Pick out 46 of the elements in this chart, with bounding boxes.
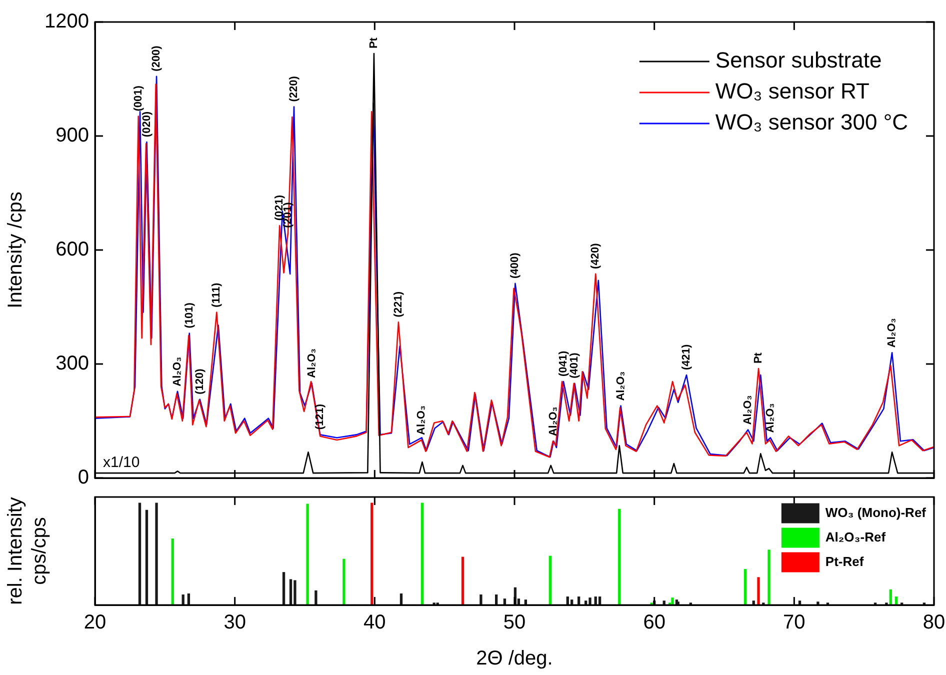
legend-label: WO₃ (Mono)-Ref [825, 504, 927, 520]
annotation: Pt [752, 352, 765, 364]
x-tick-label: 30 [224, 612, 246, 634]
legend-label: WO₃ sensor RT [715, 78, 870, 104]
annotation: (220) [288, 76, 300, 102]
annotation: Al₂O₃ [416, 405, 428, 435]
annotation: (111) [210, 282, 223, 308]
annotation: (420) [590, 242, 602, 269]
annotation: Al₂O₃ [764, 403, 776, 433]
annotation: Al₂O₃ [742, 395, 754, 425]
legend-label: Al₂O₃-Ref [825, 529, 886, 544]
annotation: (120) [194, 368, 206, 394]
annotation: (101) [183, 302, 196, 328]
x-tick-label: 80 [922, 612, 946, 634]
annotation: Al₂O₃ [306, 348, 318, 378]
annotation: x1/10 [103, 454, 140, 472]
annotation: (001) [132, 85, 144, 112]
y-axis-title: Intensity /cps [4, 192, 27, 308]
annotation: Al₂O₃ [886, 318, 898, 348]
y-tick-label: 900 [56, 124, 89, 147]
annotation: Al₂O₃ [614, 371, 627, 401]
y-tick-label: 300 [56, 352, 89, 375]
annotation: Al₂O₃ [172, 356, 184, 386]
y-axis-title: rel. Intensity cps/cps [4, 497, 51, 605]
annotation: (200) [150, 45, 163, 72]
annotation: (421) [680, 344, 693, 370]
x-tick-label: 70 [783, 612, 806, 634]
annotation: (020) [140, 111, 153, 138]
legend-label: Sensor substrate [715, 48, 882, 73]
x-tick-label: 50 [503, 612, 526, 634]
legend-label: Pt-Ref [825, 554, 864, 569]
annotation: Al₂O₃ [548, 406, 560, 436]
legend-label: WO₃ sensor 300 °C [715, 110, 908, 135]
x-axis-title: 2Θ /deg. [476, 648, 553, 670]
y-tick-label: 0 [78, 466, 89, 489]
annotation: Pt [368, 37, 380, 49]
x-tick-label: 40 [364, 612, 386, 634]
y-tick-label: 1200 [44, 10, 89, 33]
annotation: (401) [568, 352, 581, 378]
annotation: (221) [392, 291, 404, 318]
annotation: (400) [509, 252, 522, 278]
x-tick-label: 20 [84, 612, 106, 634]
y-tick-label: 600 [56, 238, 89, 261]
x-tick-label: 60 [643, 612, 666, 634]
annotation: (041) [557, 350, 570, 376]
annotation: (121) [314, 404, 326, 430]
